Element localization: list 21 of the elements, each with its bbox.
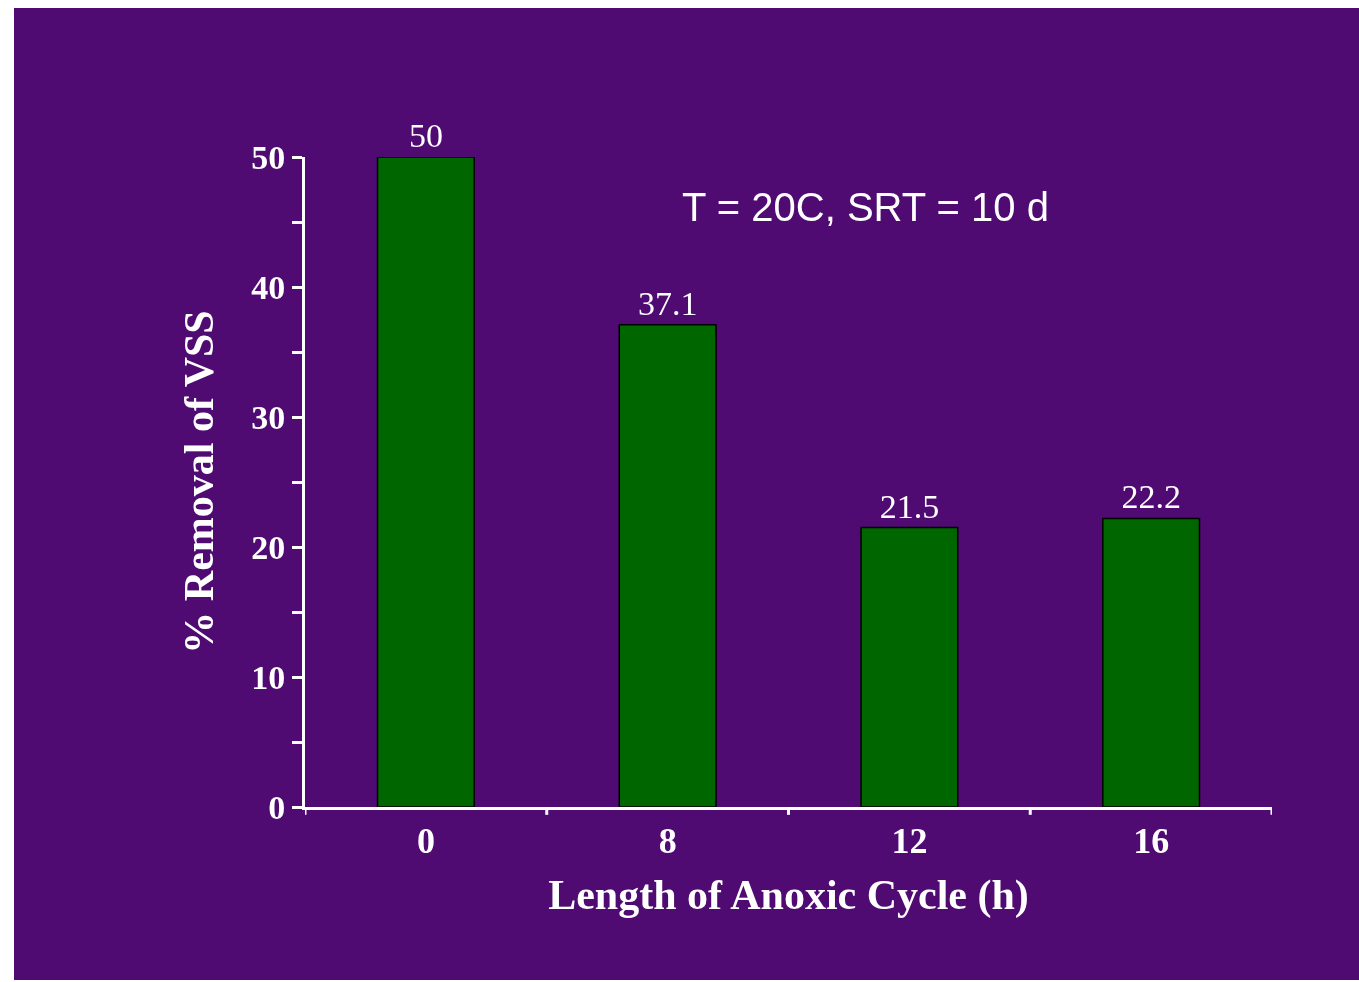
data-label: 22.2 (1121, 478, 1181, 516)
bar (618, 323, 717, 807)
y-tick-label: 20 (251, 528, 286, 566)
y-axis-title: % Removal of VSS (176, 310, 222, 654)
bar (376, 157, 475, 807)
y-tick-label: 0 (268, 788, 286, 826)
data-label: 50 (408, 117, 443, 154)
y-tick-label: 30 (251, 398, 286, 436)
data-label: 21.5 (879, 487, 940, 525)
y-tick-label: 40 (251, 268, 286, 306)
data-label: 37.1 (637, 284, 698, 322)
y-tick-label: 50 (251, 138, 286, 176)
bar (860, 526, 959, 807)
x-tick-label: 0 (416, 821, 435, 862)
annotation: T = 20C, SRT = 10 d (682, 185, 1049, 229)
x-axis-title: Length of Anoxic Cycle (h) (548, 872, 1029, 920)
x-tick-label: 8 (658, 821, 677, 862)
y-tick-label: 10 (251, 658, 286, 696)
x-tick-label: 12 (891, 821, 928, 862)
bar (1102, 517, 1201, 807)
x-tick-label: 16 (1133, 821, 1170, 862)
